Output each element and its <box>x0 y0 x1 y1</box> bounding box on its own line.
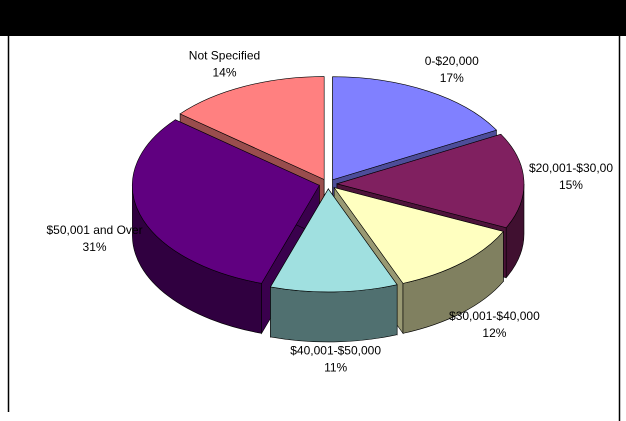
slice-value-label: 15% <box>559 178 583 192</box>
slice <box>335 133 525 229</box>
slice-label: Not Specified <box>189 49 260 63</box>
slice-label: $50,001 and Over <box>47 223 143 237</box>
slice-value-label: 31% <box>83 240 107 254</box>
slice <box>132 119 320 284</box>
slice <box>270 188 398 293</box>
slice-wall <box>270 284 398 343</box>
slice-label: $30,001-$40,000 <box>449 309 540 323</box>
slice-value-label: 17% <box>440 71 464 85</box>
slice-label: 0-$20,000 <box>425 54 479 68</box>
slice-label: $20,001-$30,00 <box>529 161 613 175</box>
slice-value-label: 12% <box>482 326 506 340</box>
slice <box>179 76 325 180</box>
slice <box>332 76 498 181</box>
slice-label: $40,001-$50,000 <box>290 344 381 358</box>
pie <box>132 76 525 343</box>
slice-value-label: 11% <box>324 361 347 375</box>
slice-value-label: 14% <box>212 66 236 80</box>
title-bar <box>0 0 626 36</box>
slice <box>333 187 504 284</box>
